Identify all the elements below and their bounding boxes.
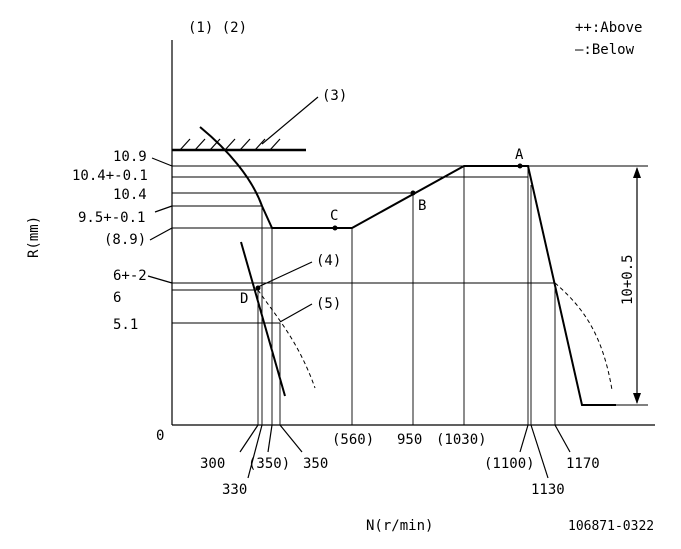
svg-text:(8.9): (8.9) (104, 232, 146, 248)
point-c-marker (332, 225, 338, 231)
svg-text:350: 350 (303, 456, 328, 472)
svg-text:(1100): (1100) (484, 456, 535, 472)
stopper (172, 138, 306, 152)
high-speed-dashed-curve (554, 282, 613, 391)
point-c-label: C (330, 208, 338, 224)
svg-text:1170: 1170 (566, 456, 600, 472)
main-characteristic-curve (199, 126, 616, 406)
document-id: 106871-0322 (568, 519, 654, 534)
point-b-label: B (418, 198, 426, 214)
svg-text:(350): (350) (248, 456, 290, 472)
svg-text:10.4+-0.1: 10.4+-0.1 (72, 168, 148, 184)
svg-text:6: 6 (113, 290, 121, 306)
svg-text:1130: 1130 (531, 482, 565, 498)
idle-line (240, 241, 286, 397)
point-a-marker (517, 163, 523, 169)
point-b-marker (410, 190, 416, 196)
stopper-label: (3) (322, 88, 347, 104)
idle-dashed-curve (257, 289, 316, 389)
svg-text:(1030): (1030) (436, 432, 487, 448)
legend-below: —:Below (575, 42, 635, 58)
horizontal-reference-lines (172, 165, 648, 406)
svg-text:5.1: 5.1 (113, 317, 138, 333)
svg-text:10.9: 10.9 (113, 149, 147, 165)
range-arrow-top (633, 167, 641, 178)
x-tick-labels: 300 (350) 350 (560) 950 (1030) (1100) 11… (200, 424, 600, 498)
svg-text:950: 950 (397, 432, 422, 448)
vertical-reference-lines (257, 166, 556, 425)
figure-labels: (1) (2) (188, 20, 247, 36)
callout-4-label: (4) (316, 253, 341, 269)
range-label: 10+0.5 (620, 254, 636, 305)
stopper-leader (261, 96, 319, 145)
svg-text:330: 330 (222, 482, 247, 498)
y-axis-title: R(mm) (26, 216, 42, 258)
svg-text:6+-2: 6+-2 (113, 268, 147, 284)
svg-text:9.5+-0.1: 9.5+-0.1 (78, 210, 145, 226)
svg-text:(560): (560) (332, 432, 374, 448)
range-arrow-bottom (633, 393, 641, 404)
point-a-label: A (515, 147, 524, 163)
callout-4-leader (257, 261, 313, 288)
y-tick-labels: 10.9 10.4+-0.1 10.4 9.5+-0.1 (8.9) 6+-2 … (72, 149, 173, 333)
point-d-label: D (240, 291, 248, 307)
callout-5-label: (5) (316, 296, 341, 312)
svg-text:300: 300 (200, 456, 225, 472)
svg-text:10.4: 10.4 (113, 187, 147, 203)
callout-5-leader (279, 303, 313, 323)
x-axis-title: N(r/min) (366, 518, 433, 534)
legend-above: ++:Above (575, 20, 642, 36)
origin-label: 0 (156, 428, 164, 444)
